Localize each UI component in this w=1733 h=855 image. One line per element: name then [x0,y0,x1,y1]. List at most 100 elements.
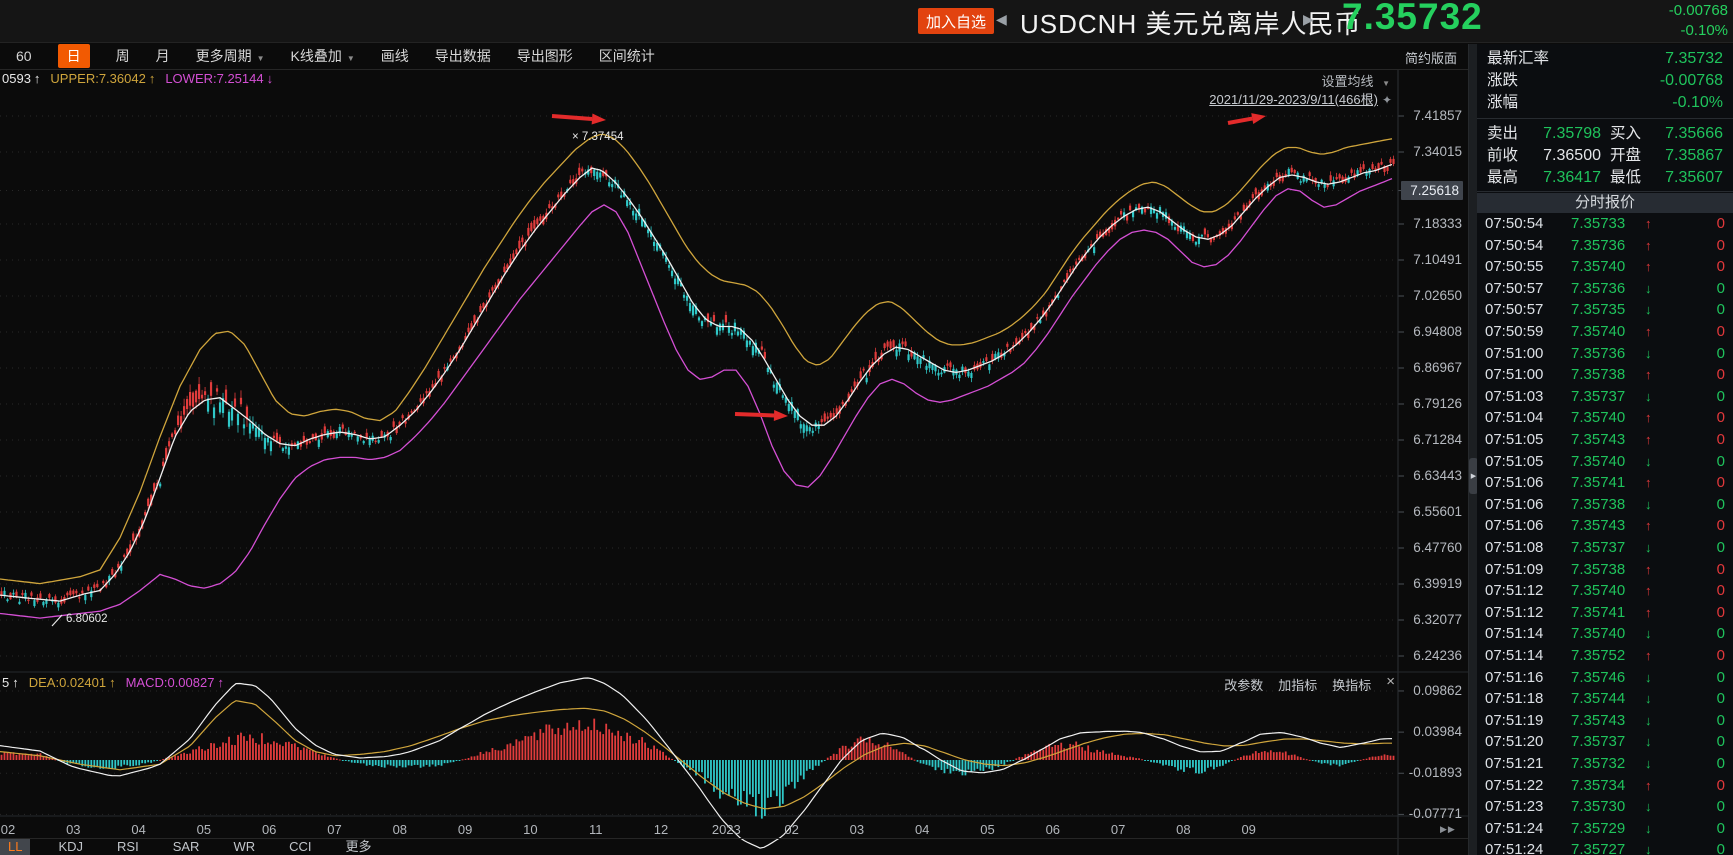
tick-volume: 0 [1716,625,1725,643]
tab-LL[interactable]: LL [0,839,31,855]
down-arrow-icon: ↓ [1645,540,1652,555]
toolbar-item-K线叠加[interactable]: K线叠加 ▼ [290,47,355,64]
pair-value: 7.35867 [1665,147,1723,164]
toolbar-item-更多周期[interactable]: 更多周期 ▼ [195,47,265,64]
tab-SAR[interactable]: SAR [172,839,200,854]
tab-RSI[interactable]: RSI [117,839,139,854]
tick-row[interactable]: 07:51:00 7.35738 ↑ 0 [1477,364,1733,386]
divider [1477,191,1733,192]
fast-forward-icon[interactable]: ▶▶ [1440,824,1456,834]
macd-tick: 0.03984 [1413,724,1462,740]
toolbar-item-60[interactable]: 60 [16,47,32,64]
pair-label: 最低 [1610,169,1642,186]
tick-row[interactable]: 07:51:21 7.35732 ↓ 0 [1477,753,1733,775]
tick-time: 07:51:23 [1485,798,1544,816]
tab-更多[interactable]: 更多 [345,839,372,854]
down-arrow-icon: ↓ [1645,453,1652,469]
tick-row[interactable]: 07:51:18 7.35744 ↓ 0 [1477,688,1733,710]
up-arrow-icon: ↑ [1645,648,1652,663]
up-arrow-icon: ↑ [1645,604,1652,620]
tick-row[interactable]: 07:51:06 7.35738 ↓ 0 [1477,494,1733,516]
tick-row[interactable]: 07:51:14 7.35740 ↓ 0 [1477,623,1733,645]
tick-row[interactable]: 07:51:12 7.35741 ↑ 0 [1477,602,1733,624]
ma-settings-button[interactable]: 设置均线 ▼ [1321,71,1390,90]
tick-row[interactable]: 07:50:55 7.35740 ↑ 0 [1477,256,1733,278]
up-arrow-icon: ↑ [1645,583,1652,599]
tick-time: 07:50:55 [1485,258,1544,276]
summary-value: -0.00768 [1659,72,1723,89]
up-arrow-icon: ↑ [12,675,19,690]
toolbar-item-日[interactable]: 日 [57,43,90,68]
toolbar-item-导出数据[interactable]: 导出数据 [434,47,491,64]
expand-arrow-icon[interactable]: ▶ [1469,458,1478,494]
toolbar-item-月[interactable]: 月 [155,47,170,64]
tick-row[interactable]: 07:51:14 7.35752 ↑ 0 [1477,645,1733,667]
tick-row[interactable]: 07:50:54 7.35733 ↑ 0 [1477,213,1733,235]
tick-row[interactable]: 07:51:03 7.35737 ↓ 0 [1477,386,1733,408]
tick-row[interactable]: 07:51:24 7.35727 ↓ 0 [1477,839,1733,855]
tick-row[interactable]: 07:51:00 7.35736 ↓ 0 [1477,343,1733,365]
tab-CCI[interactable]: CCI [289,839,312,854]
pair-value: 7.36417 [1543,169,1601,186]
tick-price: 7.35744 [1571,690,1626,708]
tick-time: 07:51:16 [1485,668,1544,686]
tick-row[interactable]: 07:51:04 7.35740 ↑ 0 [1477,407,1733,429]
tick-row[interactable]: 07:51:20 7.35737 ↓ 0 [1477,731,1733,753]
tick-price: 7.35743 [1571,517,1626,535]
candlestick-chart[interactable]: × 7.37454 6.80602 [0,70,1468,855]
tick-row[interactable]: 07:51:22 7.35734 ↑ 0 [1477,775,1733,797]
tick-time: 07:50:59 [1485,323,1544,340]
price-tick: 6.55601 [1413,504,1462,519]
macd-dif-value: 5 [2,675,10,690]
close-icon[interactable]: × [1386,673,1395,690]
simple-layout-button[interactable]: 简约版面 [1399,47,1463,68]
macd-action-加指标[interactable]: 加指标 [1278,678,1318,693]
tick-row[interactable]: 07:50:57 7.35735 ↓ 0 [1477,299,1733,321]
tab-KDJ[interactable]: KDJ [58,839,84,854]
visible-range-link[interactable]: 2021/11/29-2023/9/11(466根) ✦ [1209,89,1392,108]
tick-row[interactable]: 07:50:59 7.35740 ↑ 0 [1477,321,1733,343]
tick-price: 7.35740 [1571,582,1626,600]
tick-row[interactable]: 07:51:09 7.35738 ↑ 0 [1477,559,1733,581]
tick-price: 7.35737 [1571,387,1626,405]
toolbar-item-区间统计[interactable]: 区间统计 [598,47,655,64]
summary-value: -0.10% [1672,94,1723,111]
tick-row[interactable]: 07:50:57 7.35736 ↓ 0 [1477,278,1733,300]
toolbar-item-画线[interactable]: 画线 [380,47,409,64]
quote-panel: 最新汇率 7.35732 涨跌 -0.00768 涨幅 -0.10% 卖出 7.35798 买入… [1477,44,1733,855]
macd-action-改参数[interactable]: 改参数 [1224,678,1264,693]
down-arrow-icon: ↓ [1645,691,1652,707]
tick-row[interactable]: 07:51:05 7.35743 ↑ 0 [1477,429,1733,451]
tick-row[interactable]: 07:51:24 7.35729 ↓ 0 [1477,818,1733,840]
tick-row[interactable]: 07:51:06 7.35743 ↑ 0 [1477,515,1733,537]
up-arrow-icon: ↑ [109,675,116,690]
tick-price: 7.35738 [1571,560,1626,578]
tick-row[interactable]: 07:50:54 7.35736 ↑ 0 [1477,235,1733,257]
macd-action-换指标[interactable]: 换指标 [1332,678,1372,693]
star-icon[interactable]: ✦ [1381,93,1392,107]
tick-time: 07:51:20 [1485,733,1544,751]
panel-collapse-handle[interactable]: ▶ [1468,44,1478,855]
tick-time: 07:51:24 [1485,819,1544,837]
tick-row[interactable]: 07:51:16 7.35746 ↓ 0 [1477,667,1733,689]
tick-row[interactable]: 07:51:06 7.35741 ↑ 0 [1477,472,1733,494]
toolbar-item-导出图形[interactable]: 导出图形 [516,47,573,64]
tick-row[interactable]: 07:51:05 7.35740 ↓ 0 [1477,451,1733,473]
date-tick: 11 [588,822,603,837]
symbol-title: USDCNH 美元兑离岸人民币 [1020,9,1362,39]
add-watchlist-button[interactable]: 加入自选 [918,8,995,34]
down-arrow-icon: ↓ [1645,669,1652,685]
toolbar-item-周[interactable]: 周 [115,47,130,64]
tick-row[interactable]: 07:51:23 7.35730 ↓ 0 [1477,796,1733,818]
tick-row[interactable]: 07:51:19 7.35743 ↓ 0 [1477,710,1733,732]
tick-row[interactable]: 07:51:12 7.35740 ↑ 0 [1477,580,1733,602]
up-arrow-icon: ↑ [1645,432,1652,447]
tab-WR[interactable]: WR [233,839,256,854]
pair-row: 前收 7.36500 开盘 7.35867 [1477,145,1733,167]
tick-volume: 0 [1716,323,1725,340]
next-symbol-icon[interactable]: ▶ [1303,11,1314,27]
pair-label: 前收 [1487,147,1519,164]
down-arrow-icon: ↓ [1645,302,1652,318]
tick-row[interactable]: 07:51:08 7.35737 ↓ 0 [1477,537,1733,559]
prev-symbol-icon[interactable]: ◀ [996,11,1007,27]
